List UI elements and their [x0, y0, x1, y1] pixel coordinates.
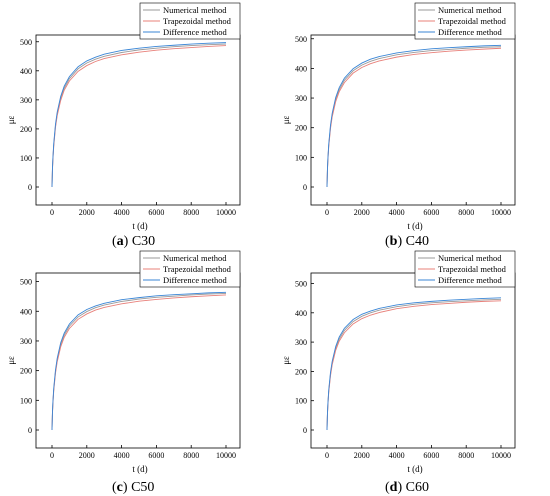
- y-axis-label: με: [281, 115, 291, 124]
- series-line-3: [51, 42, 227, 188]
- legend-label-3: Difference method: [163, 275, 228, 285]
- x-tick-label: 4000: [114, 451, 130, 460]
- x-axis-label: t (d): [132, 464, 147, 474]
- legend-label-2: Trapezoidal method: [163, 16, 232, 26]
- plot-frame: [310, 272, 516, 449]
- legend-label-1: Numerical method: [438, 253, 502, 263]
- x-tick-label: 4000: [114, 208, 130, 217]
- x-tick-label: 0: [50, 208, 54, 217]
- y-tick-label: 300: [295, 338, 307, 347]
- caption-d: (d) C60: [385, 480, 429, 495]
- x-tick-label: 6000: [423, 208, 439, 217]
- legend-label-2: Trapezoidal method: [163, 264, 232, 274]
- legend-label-3: Difference method: [438, 275, 503, 285]
- y-tick-label: 400: [295, 309, 307, 318]
- x-tick-label: 8000: [458, 208, 474, 217]
- series-line-3: [51, 291, 227, 431]
- y-axis-label: με: [6, 356, 16, 365]
- x-tick-label: 2000: [79, 208, 95, 217]
- x-tick-label: 6000: [148, 451, 164, 460]
- series-line-3: [326, 44, 502, 188]
- y-tick-label: 400: [20, 67, 32, 76]
- legend-label-3: Difference method: [163, 27, 228, 37]
- y-axis-label: με: [6, 115, 16, 124]
- caption-a: (a) C30: [112, 234, 156, 249]
- legend-label-1: Numerical method: [438, 5, 502, 15]
- x-tick-label: 10000: [491, 208, 511, 217]
- plot-frame: [35, 34, 241, 206]
- y-tick-label: 500: [295, 35, 307, 44]
- y-tick-label: 200: [295, 367, 307, 376]
- y-tick-label: 100: [295, 397, 307, 406]
- x-tick-label: 2000: [79, 451, 95, 460]
- x-tick-label: 4000: [389, 208, 405, 217]
- x-tick-label: 4000: [389, 451, 405, 460]
- x-tick-label: 6000: [148, 208, 164, 217]
- y-tick-label: 100: [20, 154, 32, 163]
- x-tick-label: 6000: [423, 451, 439, 460]
- series-line-3: [326, 297, 502, 431]
- y-tick-label: 500: [295, 280, 307, 289]
- y-tick-label: 500: [20, 38, 32, 47]
- y-tick-label: 0: [303, 426, 307, 435]
- x-tick-label: 0: [325, 451, 329, 460]
- y-tick-label: 400: [295, 64, 307, 73]
- x-axis-label: t (d): [407, 221, 422, 231]
- x-tick-label: 8000: [183, 451, 199, 460]
- y-tick-label: 0: [28, 183, 32, 192]
- y-tick-label: 100: [20, 396, 32, 405]
- legend-label-1: Numerical method: [163, 5, 227, 15]
- plot-frame: [35, 272, 241, 449]
- chart-panel-b: 0 100 200 300 400 500 0 2000 4000 6000 8000 10000 t …: [281, 2, 516, 231]
- legend-label-3: Difference method: [438, 27, 503, 37]
- x-tick-label: 2000: [354, 208, 370, 217]
- caption-c: (c) C50: [112, 480, 155, 495]
- y-tick-label: 0: [303, 183, 307, 192]
- y-tick-label: 200: [20, 367, 32, 376]
- y-tick-label: 200: [20, 125, 32, 134]
- series-line-1: [51, 43, 227, 188]
- x-tick-label: 10000: [216, 208, 236, 217]
- y-tick-label: 500: [20, 278, 32, 287]
- y-tick-label: 200: [295, 124, 307, 133]
- chart-panel-d: 0 100 200 300 400 500 0 2000 4000 6000 8000 10000 t …: [281, 250, 516, 474]
- y-tick-label: 300: [295, 94, 307, 103]
- y-tick-label: 0: [28, 426, 32, 435]
- y-tick-label: 300: [20, 96, 32, 105]
- legend-label-2: Trapezoidal method: [438, 264, 507, 274]
- x-tick-label: 2000: [354, 451, 370, 460]
- x-axis-label: t (d): [132, 221, 147, 231]
- caption-b: (b) C40: [385, 234, 429, 249]
- chart-panel-a: 0 100 200 300 400 500 0 2000 4000 6000 8000 10000 t …: [6, 2, 241, 231]
- series-line-1: [326, 298, 502, 431]
- legend-label-2: Trapezoidal method: [438, 16, 507, 26]
- x-axis-label: t (d): [407, 464, 422, 474]
- series-line-1: [326, 46, 502, 188]
- y-tick-label: 300: [20, 337, 32, 346]
- x-tick-label: 10000: [491, 451, 511, 460]
- y-axis-label: με: [281, 356, 291, 365]
- x-tick-label: 0: [50, 451, 54, 460]
- series-line-1: [51, 293, 227, 431]
- plot-frame: [310, 34, 516, 206]
- x-tick-label: 8000: [183, 208, 199, 217]
- x-tick-label: 10000: [216, 451, 236, 460]
- y-tick-label: 400: [20, 307, 32, 316]
- x-tick-label: 0: [325, 208, 329, 217]
- x-tick-label: 8000: [458, 451, 474, 460]
- chart-panel-c: 0 100 200 300 400 500 0 2000 4000 6000 8000 10000 t …: [6, 250, 241, 474]
- legend-label-1: Numerical method: [163, 253, 227, 263]
- y-tick-label: 100: [295, 153, 307, 162]
